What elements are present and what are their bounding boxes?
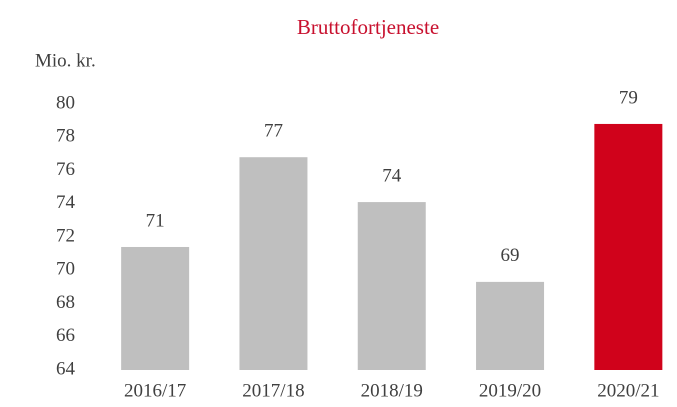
y-axis-label: Mio. kr. [35,50,96,71]
y-tick-label: 70 [56,259,75,280]
bar [121,246,190,370]
value-label: 74 [382,165,402,186]
y-tick-label: 64 [56,358,76,379]
y-tick-label: 66 [56,325,75,346]
x-tick-label: 2019/20 [479,380,541,401]
bar [594,123,663,370]
value-label: 79 [619,87,638,108]
chart-title: Bruttofortjeneste [297,15,439,39]
x-tick-label: 2016/17 [124,380,186,401]
value-label: 69 [501,245,520,266]
x-tick-label: 2020/21 [597,380,659,401]
y-tick-label: 78 [56,126,75,147]
value-label: 71 [146,210,165,231]
bar [239,157,308,370]
y-tick-label: 74 [56,192,76,213]
y-tick-label: 80 [56,92,75,113]
x-tick-label: 2018/19 [361,380,423,401]
y-tick-label: 68 [56,292,75,313]
y-tick-label: 72 [56,225,75,246]
value-label: 77 [264,121,283,142]
x-tick-label: 2017/18 [242,380,304,401]
y-tick-label: 76 [56,159,75,180]
bar [357,202,426,370]
bar [476,281,545,370]
